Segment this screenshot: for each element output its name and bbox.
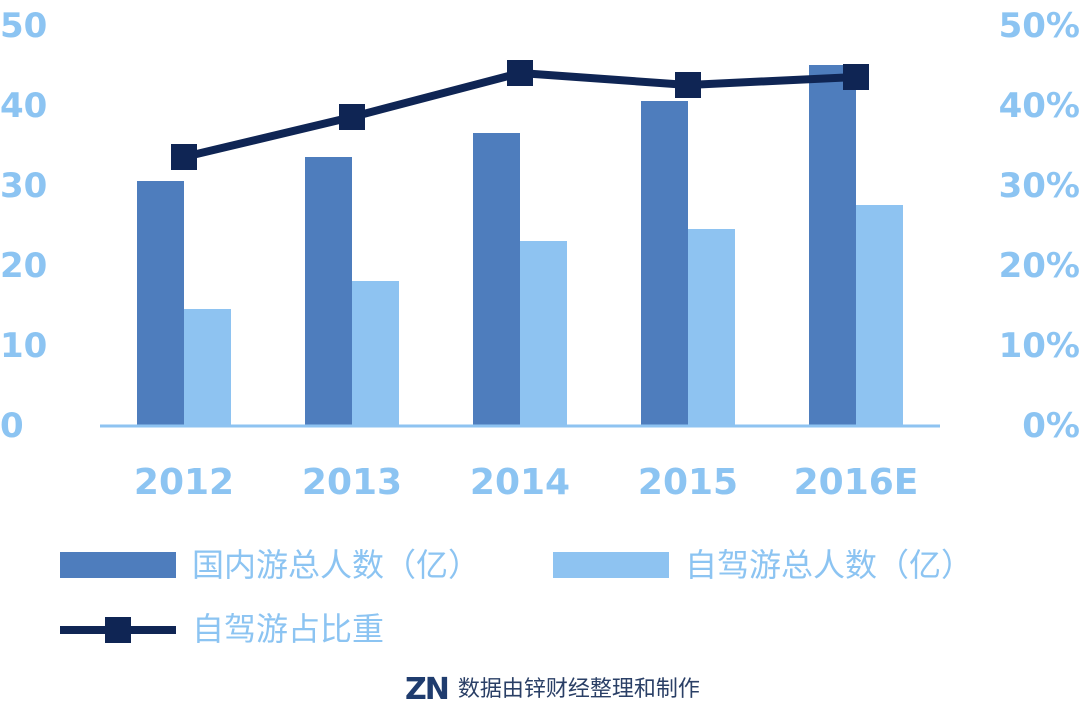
y-tick-label: 20	[0, 246, 47, 286]
bar-domestic	[641, 101, 688, 425]
bar-selfdrive	[688, 229, 735, 425]
y2-tick-label: 20%	[999, 246, 1080, 286]
y2-tick-label: 30%	[999, 166, 1080, 206]
x-tick-label: 2015	[638, 462, 738, 503]
share-marker	[843, 64, 869, 90]
legend-label-domestic: 国内游总人数（亿）	[192, 546, 481, 584]
source-note: ZN 数据由锌财经整理和制作	[405, 675, 700, 705]
y-tick-label: 10	[0, 326, 47, 366]
legend-label-selfdrive: 自驾游总人数（亿）	[685, 546, 974, 584]
bar-domestic	[473, 133, 520, 425]
legend-swatch-selfdrive	[553, 552, 669, 578]
y2-tick-label: 10%	[999, 326, 1080, 366]
y-tick-label: 30	[0, 166, 47, 206]
y-tick-label: 40	[0, 86, 47, 126]
bar-domestic	[305, 157, 352, 425]
bar-selfdrive	[520, 241, 567, 425]
share-marker	[171, 144, 197, 170]
bar-domestic	[809, 65, 856, 425]
y2-tick-label: 0%	[1022, 406, 1080, 446]
source-text: 数据由锌财经整理和制作	[457, 677, 700, 702]
bar-domestic	[137, 181, 184, 425]
legend-swatch-domestic	[60, 552, 176, 578]
source-logo: ZN	[405, 672, 450, 707]
combo-chart: 0 10 20 30 40 50 0% 10% 20% 30% 40% 50% 2012 2013 2014…	[0, 6, 1080, 503]
x-tick-label: 2014	[470, 462, 570, 503]
legend-share-marker	[105, 617, 131, 643]
share-marker	[507, 60, 533, 86]
y-tick-label: 50	[0, 6, 47, 46]
x-tick-label: 2013	[302, 462, 402, 503]
y2-tick-label: 50%	[999, 6, 1080, 46]
share-marker	[339, 104, 365, 130]
x-tick-label: 2012	[134, 462, 234, 503]
x-tick-label: 2016E	[794, 462, 919, 503]
bar-selfdrive	[352, 281, 399, 425]
share-marker	[675, 72, 701, 98]
legend-swatch-share	[60, 617, 176, 643]
y2-tick-label: 40%	[999, 86, 1080, 126]
bar-selfdrive	[856, 205, 903, 425]
y-tick-label: 0	[0, 406, 24, 446]
legend-label-share: 自驾游占比重	[192, 610, 385, 648]
bar-selfdrive	[184, 309, 231, 425]
